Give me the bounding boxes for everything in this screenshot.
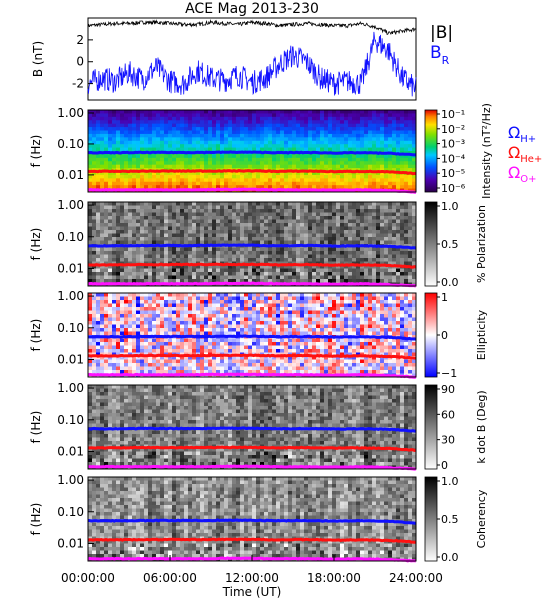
panel-frame — [87, 201, 417, 287]
colorbar-tick-label: 10⁻³ — [441, 138, 465, 151]
y-tick-label: 1.00 — [57, 381, 84, 395]
power-spectral-density-spectrogram — [88, 110, 417, 193]
colorbar-tick-label: 0.0 — [441, 551, 459, 564]
gyro-line-He — [87, 537, 416, 544]
y-tick-label: 0.01 — [57, 536, 84, 550]
x-tick-label: 12:00:00 — [225, 571, 279, 585]
x-axis-labels: 00:00:00 06:00:00 12:00:00 18:00:00 24:0… — [61, 571, 443, 599]
chart-title: ACE Mag 2013-230 — [185, 1, 319, 17]
colorbar-label: k dot B (Deg) — [475, 390, 488, 463]
gyro-line-O — [87, 187, 416, 194]
colorbar-tick-label: 0 — [441, 329, 448, 342]
colorbar-tick-label: 1.0 — [441, 200, 459, 213]
colorbar-tick-label: 1.0 — [441, 475, 459, 488]
x-tick-label: 06:00:00 — [143, 571, 197, 585]
colorbar-tick-label: 0.5 — [441, 513, 459, 526]
gyro-line-He — [87, 169, 417, 176]
colorbar-tick-label: 0.5 — [441, 238, 459, 251]
legend-bmag: |B| — [430, 23, 453, 43]
gyro-line-He — [87, 262, 417, 269]
y-tick-label: 0.10 — [57, 413, 84, 427]
colorbar-label: Intensity (nT²/Hz) — [480, 103, 493, 199]
x-tick-label: 18:00:00 — [307, 571, 361, 585]
y-tick-label: 0.10 — [57, 230, 84, 244]
colorbar-tick-label: 30 — [441, 434, 455, 447]
gyro-line-O — [87, 372, 417, 379]
colorbar-tick-label: 10⁻⁵ — [441, 167, 465, 180]
gyro-line-H — [87, 243, 417, 250]
gyro-line-He — [87, 353, 417, 360]
gyro-line-He — [87, 445, 417, 452]
panel-frame — [87, 109, 417, 193]
gyro-line-O — [87, 281, 417, 288]
legend-br: BR — [430, 43, 450, 67]
panel-frame — [87, 292, 417, 378]
colorbar-label: Ellipticity — [475, 309, 488, 360]
legend-o: ΩO+ — [508, 163, 536, 185]
gyro-line-H — [87, 150, 416, 157]
y-axis-label: f (Hz) — [29, 135, 43, 168]
y-axis-label: f (Hz) — [29, 411, 43, 444]
gyro-line-H — [87, 518, 417, 525]
colorbar — [424, 476, 438, 562]
y-tick-label: 0 — [76, 55, 84, 69]
series-line-br — [87, 31, 417, 97]
x-tick-label: 00:00:00 — [61, 571, 115, 585]
y-tick-label: 0.01 — [57, 261, 84, 275]
y-tick-label: 2 — [76, 33, 84, 47]
y-axis-label: B (nT) — [31, 41, 45, 77]
y-tick-label: 1.00 — [57, 106, 84, 120]
colorbar-tick-label: 0 — [441, 459, 448, 472]
colorbar-tick-label: 10⁻⁴ — [441, 152, 466, 165]
y-tick-label: 0.01 — [57, 168, 84, 182]
colorbar-tick-label: 1 — [441, 291, 448, 304]
panel-frame — [87, 384, 417, 470]
legend-he: ΩHe+ — [508, 143, 542, 165]
y-axis-label: f (Hz) — [29, 319, 43, 352]
colorbar-tick-label: 90 — [441, 383, 455, 396]
y-tick-label: 1.00 — [57, 473, 84, 487]
y-tick-label: 0.10 — [57, 321, 84, 335]
series-line-bmag — [87, 19, 417, 36]
colorbar-tick-label: 10⁻¹ — [441, 108, 465, 121]
y-axis-label: f (Hz) — [29, 228, 43, 261]
gyro-line-H — [88, 334, 417, 341]
x-axis-title: Time (UT) — [222, 585, 282, 599]
gyro-line-H — [87, 426, 417, 433]
gyro-line-O — [87, 464, 417, 471]
gyro-legend: ΩH+ ΩHe+ ΩO+ — [508, 123, 542, 185]
bfield-legend: |B| BR — [430, 23, 453, 67]
colorbar-label: % Polarization — [475, 205, 488, 283]
y-axis-label: f (Hz) — [29, 503, 43, 536]
colorbar-tick-label: 0.0 — [441, 276, 459, 289]
colorbar-tick-label: 10⁻² — [441, 123, 465, 136]
colorbar — [424, 384, 438, 470]
y-tick-label: 0.01 — [57, 352, 84, 366]
x-tick-label: 24:00:00 — [389, 571, 443, 585]
y-tick-label: 0.10 — [57, 505, 84, 519]
colorbar — [424, 292, 438, 378]
y-tick-label: 1.00 — [57, 289, 84, 303]
colorbar-tick-label: 60 — [441, 408, 455, 421]
colorbar-tick-label: −1 — [441, 367, 457, 380]
y-tick-label: 0.10 — [57, 137, 84, 151]
y-tick-label: -2 — [72, 77, 84, 91]
y-tick-label: 0.01 — [57, 444, 84, 458]
legend-h: ΩH+ — [508, 123, 536, 145]
colorbar-label: Coherency — [475, 489, 488, 548]
y-tick-label: 1.00 — [57, 198, 84, 212]
colorbar — [424, 201, 438, 287]
ellipticity-spectrogram — [88, 293, 417, 378]
colorbar — [424, 109, 438, 193]
colorbar-tick-label: 10⁻⁶ — [441, 182, 466, 195]
